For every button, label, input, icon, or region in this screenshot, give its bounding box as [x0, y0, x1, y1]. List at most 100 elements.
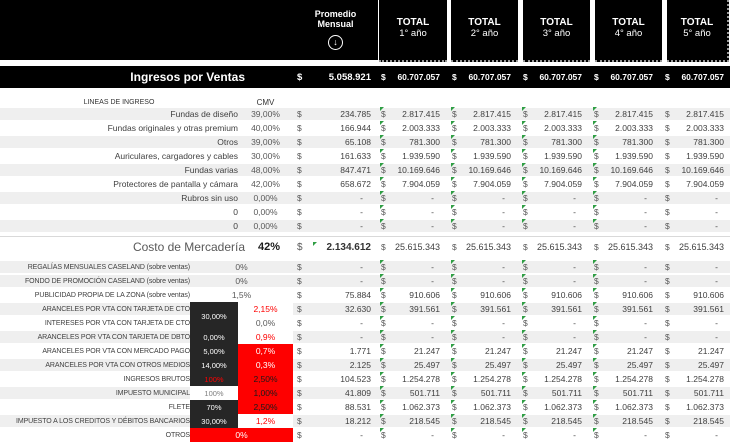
year-1-cell[interactable]: $1.062.373: [373, 400, 444, 414]
year-2-cell[interactable]: $21.247: [444, 344, 515, 358]
year-2-cell[interactable]: $-: [444, 191, 515, 205]
p2-pct-cell[interactable]: 1,00%: [238, 386, 293, 400]
year-5-cell[interactable]: $1.939.590: [657, 149, 728, 163]
row-label-cell[interactable]: INTERESES POR VTA CON TARJETA DE CTO: [0, 320, 190, 327]
year-value-cell[interactable]: 391.561: [391, 304, 444, 314]
currency-cell[interactable]: $: [586, 72, 604, 82]
year-value-cell[interactable]: 10.169.646: [675, 165, 728, 175]
year-2-cell[interactable]: $910.606: [444, 288, 515, 302]
year-value-cell[interactable]: 60.707.057: [391, 72, 444, 82]
year-1-cell[interactable]: $7.904.059: [373, 177, 444, 191]
currency-cell[interactable]: $: [293, 416, 313, 426]
year-value-cell[interactable]: 2.003.333: [604, 123, 657, 133]
year-4-cell[interactable]: $391.561: [586, 302, 657, 316]
currency-cell[interactable]: $: [657, 151, 675, 161]
year-2-cell[interactable]: $-: [444, 260, 515, 274]
year-3-cell[interactable]: $-: [515, 274, 586, 288]
currency-cell[interactable]: $: [657, 360, 675, 370]
merged-pct-cell[interactable]: 0%: [190, 274, 293, 288]
year-value-cell[interactable]: 2.003.333: [462, 123, 515, 133]
row-label-cell[interactable]: INGRESOS BRUTOS: [0, 376, 190, 383]
p2-pct-cell[interactable]: 1,2%: [238, 414, 293, 428]
year-2-cell[interactable]: $-: [444, 428, 515, 442]
year-value-cell[interactable]: 1.062.373: [533, 402, 586, 412]
year-value-cell[interactable]: -: [604, 193, 657, 203]
year-2-cell[interactable]: $-: [444, 205, 515, 219]
avg-value-cell[interactable]: 41.809: [313, 388, 373, 398]
year-3-cell[interactable]: $-: [515, 260, 586, 274]
year-1-cell[interactable]: $2.003.333: [373, 121, 444, 135]
year-value-cell[interactable]: -: [533, 276, 586, 286]
year-2-cell[interactable]: $7.904.059: [444, 177, 515, 191]
currency-cell[interactable]: $: [293, 151, 313, 161]
year-value-cell[interactable]: 1.254.278: [462, 374, 515, 384]
currency-cell[interactable]: $: [657, 221, 675, 231]
year-2-cell[interactable]: $-: [444, 316, 515, 330]
cmv-pct-cell[interactable]: 30,00%: [238, 149, 293, 163]
year-5-cell[interactable]: $1.062.373: [657, 400, 728, 414]
currency-cell[interactable]: $: [657, 207, 675, 217]
p1-pct-cell[interactable]: 0,00%: [190, 330, 238, 344]
year-value-cell[interactable]: -: [462, 193, 515, 203]
avg-value-cell[interactable]: -: [313, 318, 373, 328]
year-1-cell[interactable]: $2.817.415: [373, 107, 444, 121]
year-5-cell[interactable]: $-: [657, 260, 728, 274]
year-value-cell[interactable]: -: [533, 332, 586, 342]
avg-value-cell[interactable]: -: [313, 193, 373, 203]
avg-value-cell[interactable]: 32.630: [313, 304, 373, 314]
row-label-cell[interactable]: Auriculares, cargadores y cables: [0, 151, 238, 161]
year-2-cell[interactable]: $501.711: [444, 386, 515, 400]
year-value-cell[interactable]: 60.707.057: [675, 72, 728, 82]
year-1-cell[interactable]: $25.497: [373, 358, 444, 372]
year-2-cell[interactable]: $-: [444, 330, 515, 344]
year-2-cell[interactable]: $781.300: [444, 135, 515, 149]
year-1-cell[interactable]: $781.300: [373, 135, 444, 149]
year-value-cell[interactable]: 10.169.646: [462, 165, 515, 175]
currency-cell[interactable]: $: [293, 402, 313, 412]
year-1-cell[interactable]: $-: [373, 428, 444, 442]
year-value-cell[interactable]: 2.003.333: [675, 123, 728, 133]
p1-pct-cell[interactable]: 5,00%: [190, 344, 238, 358]
currency-cell[interactable]: $: [657, 165, 675, 175]
year-value-cell[interactable]: -: [462, 221, 515, 231]
p2-pct-cell[interactable]: 0,3%: [238, 358, 293, 372]
year-value-cell[interactable]: 1.254.278: [675, 374, 728, 384]
currency-cell[interactable]: $: [293, 374, 313, 384]
year-5-cell[interactable]: $1.254.278: [657, 372, 728, 386]
currency-cell[interactable]: $: [657, 276, 675, 286]
year-1-cell[interactable]: $218.545: [373, 414, 444, 428]
row-label-cell[interactable]: Fundas originales y otras premium: [0, 123, 238, 133]
year-3-cell[interactable]: $-: [515, 330, 586, 344]
currency-cell[interactable]: $: [657, 332, 675, 342]
year-2-cell[interactable]: $2.817.415: [444, 107, 515, 121]
year-value-cell[interactable]: 25.497: [533, 360, 586, 370]
year-3-cell[interactable]: $60.707.057: [515, 70, 586, 84]
currency-cell[interactable]: $: [657, 346, 675, 356]
row-label-cell[interactable]: Otros: [0, 137, 238, 147]
p1-pct-cell[interactable]: 70%: [190, 400, 238, 414]
row-label-cell[interactable]: IMPUESTO MUNICIPAL: [0, 390, 190, 397]
year-5-cell[interactable]: $-: [657, 428, 728, 442]
year-4-cell[interactable]: $1.939.590: [586, 149, 657, 163]
p1-pct-cell[interactable]: 30,00%: [190, 302, 238, 316]
year-value-cell[interactable]: 21.247: [604, 346, 657, 356]
year-5-cell[interactable]: $2.003.333: [657, 121, 728, 135]
year-value-cell[interactable]: 1.254.278: [533, 374, 586, 384]
currency-cell[interactable]: $: [293, 388, 313, 398]
currency-cell[interactable]: $: [293, 165, 313, 175]
year-2-cell[interactable]: $2.003.333: [444, 121, 515, 135]
year-value-cell[interactable]: 2.817.415: [462, 109, 515, 119]
currency-cell[interactable]: $: [657, 388, 675, 398]
cmv-pct-cell[interactable]: 0,00%: [238, 191, 293, 205]
year-value-cell[interactable]: 7.904.059: [604, 179, 657, 189]
row-label-cell[interactable]: Fundas de diseño: [0, 109, 238, 119]
year-value-cell[interactable]: 781.300: [533, 137, 586, 147]
year-5-cell[interactable]: $218.545: [657, 414, 728, 428]
currency-cell[interactable]: $: [657, 123, 675, 133]
p2-pct-cell[interactable]: 0,7%: [238, 344, 293, 358]
year-4-cell[interactable]: $10.169.646: [586, 163, 657, 177]
year-5-cell[interactable]: $-: [657, 330, 728, 344]
year-4-cell[interactable]: $7.904.059: [586, 177, 657, 191]
year-value-cell[interactable]: -: [604, 262, 657, 272]
row-label-cell[interactable]: FLETE: [0, 404, 190, 411]
